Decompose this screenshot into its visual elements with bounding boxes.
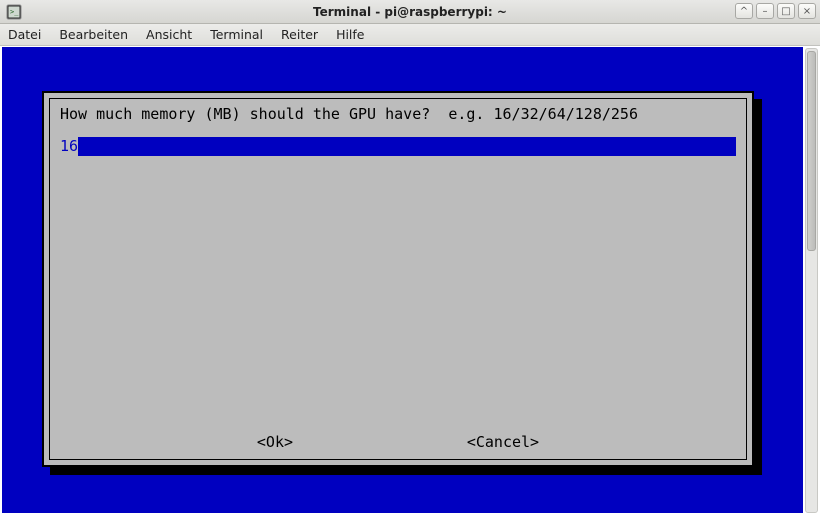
config-dialog: How much memory (MB) should the GPU have… [42,91,754,467]
input-value: 16 [60,137,78,156]
svg-text:>_: >_ [10,8,19,16]
minimize-button[interactable]: – [756,3,774,19]
ok-button[interactable]: <Ok> [257,433,293,451]
terminal-viewport: How much memory (MB) should the GPU have… [2,47,803,513]
dialog-buttons: <Ok> <Cancel> [50,433,746,451]
terminal-icon: >_ [6,4,22,20]
cancel-button[interactable]: <Cancel> [467,433,539,451]
menu-reiter[interactable]: Reiter [281,27,318,42]
menu-datei[interactable]: Datei [8,27,41,42]
dialog-inner: How much memory (MB) should the GPU have… [49,98,747,460]
menu-terminal[interactable]: Terminal [210,27,263,42]
input-fill [87,137,736,156]
vertical-scrollbar[interactable] [805,48,818,513]
menu-bearbeiten[interactable]: Bearbeiten [59,27,128,42]
menu-ansicht[interactable]: Ansicht [146,27,192,42]
gpu-memory-input[interactable]: 16 [60,137,736,156]
window-title: Terminal - pi@raspberrypi: ~ [0,5,820,19]
close-button[interactable]: × [798,3,816,19]
menubar: Datei Bearbeiten Ansicht Terminal Reiter… [0,24,820,46]
window-controls: ^ – □ × [735,3,816,19]
maximize-button[interactable]: □ [777,3,795,19]
menu-hilfe[interactable]: Hilfe [336,27,364,42]
roll-up-button[interactable]: ^ [735,3,753,19]
dialog-prompt: How much memory (MB) should the GPU have… [60,105,736,123]
input-cursor [78,137,87,156]
window-titlebar: >_ Terminal - pi@raspberrypi: ~ ^ – □ × [0,0,820,24]
scrollbar-thumb[interactable] [807,51,816,251]
